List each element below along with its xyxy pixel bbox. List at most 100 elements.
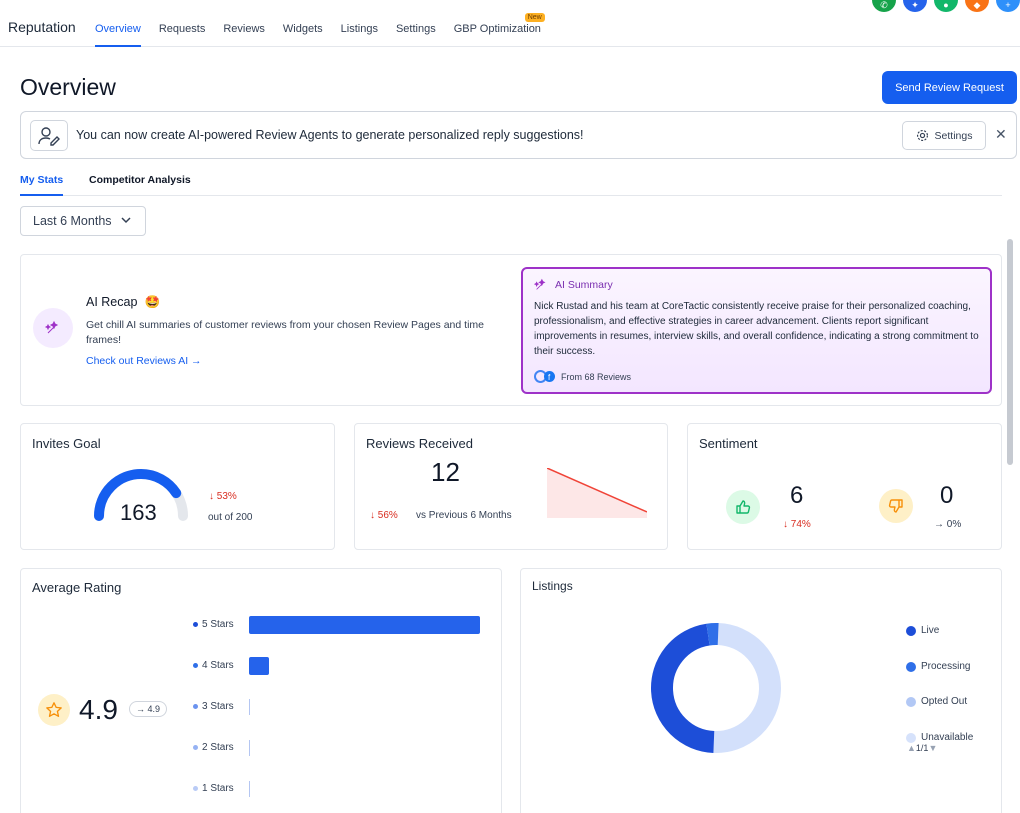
sentiment-negative-change: → 0%	[934, 519, 962, 530]
legend-dot	[906, 697, 916, 707]
reviews-received-comparison: vs Previous 6 Months	[416, 510, 512, 521]
tab-listings[interactable]: Listings	[340, 23, 378, 35]
legend-item[interactable]: Opted Out	[921, 696, 968, 707]
gear-icon	[916, 129, 928, 142]
sparkles-icon	[33, 308, 73, 348]
chat-icon[interactable]: ●	[934, 0, 958, 12]
gauge-fill	[94, 469, 188, 521]
reviews-received-value: 12	[431, 457, 460, 487]
rating-bar[interactable]	[249, 781, 250, 797]
ai-agents-banner: You can now create AI-powered Review Age…	[20, 111, 1017, 159]
tab-my-stats[interactable]: My Stats	[20, 174, 64, 196]
ai-recap-title: AI Recap 🤩	[86, 295, 160, 310]
legend-item[interactable]: Live	[921, 625, 940, 636]
sentiment-positive-value: 6	[790, 482, 804, 509]
rating-bar-label-text: 5 Stars	[202, 619, 234, 630]
donut-slice-live[interactable]	[651, 623, 715, 753]
ai-summary-panel: AI Summary Nick Rustad and his team at C…	[521, 267, 992, 394]
thumbs-up-icon	[726, 490, 760, 524]
sparkle-icon[interactable]: ✦	[903, 0, 927, 12]
ai-recap-title-text: AI Recap	[86, 295, 138, 309]
sentiment-card: Sentiment 6 ↓ 74% 0 → 0%	[687, 423, 1002, 550]
legend-dot	[906, 732, 916, 743]
ai-recap-card: AI Recap 🤩 Get chill AI summaries of cus…	[20, 254, 1002, 406]
send-review-request-button[interactable]: Send Review Request	[882, 71, 1017, 104]
tab-reviews[interactable]: Reviews	[223, 23, 265, 35]
rating-bar[interactable]	[249, 616, 481, 634]
ai-summary-source: From 68 Reviews	[561, 372, 632, 382]
pager-up-icon[interactable]: ▲	[907, 743, 916, 753]
tab-requests[interactable]: Requests	[158, 23, 206, 35]
ai-recap-description: Get chill AI summaries of customer revie…	[86, 319, 484, 346]
rating-bar-label: 2 Stars	[193, 742, 234, 753]
legend-item[interactable]: Unavailable	[921, 731, 974, 743]
megaphone-icon[interactable]: ◆	[965, 0, 989, 12]
rating-bar-dot	[193, 662, 198, 668]
rating-bar-label-text: 4 Stars	[202, 660, 234, 671]
rating-bar-dot	[193, 703, 198, 709]
invites-goal-value: 163	[120, 500, 157, 525]
date-range-value: Last 6 Months	[33, 214, 112, 228]
chevron-down-icon	[121, 217, 131, 224]
invites-goal-change: ↓ 53%	[209, 491, 237, 502]
invites-gauge	[94, 469, 188, 521]
sentiment-negative-value: 0	[940, 482, 954, 509]
legend-dot	[906, 626, 916, 636]
pager-value: 1/1	[915, 743, 929, 753]
ai-summary-title: AI Summary	[555, 279, 613, 291]
tab-widgets[interactable]: Widgets	[282, 23, 323, 35]
scrollbar[interactable]	[1005, 237, 1015, 813]
listings-card: Listings Live Processing Opted Out Unavaila…	[520, 568, 1002, 813]
stats-tabs: My Stats Competitor Analysis	[20, 170, 1002, 196]
scrollbar-thumb[interactable]	[1007, 239, 1013, 465]
rating-bar-label-text: 1 Stars	[202, 783, 234, 794]
page-title: Overview	[20, 74, 116, 100]
thumbs-down-icon	[879, 489, 913, 523]
plus-icon[interactable]: +	[996, 0, 1020, 12]
reviews-trend-sparkline	[547, 468, 647, 518]
star-icon	[38, 694, 70, 726]
sparkline-area	[547, 468, 647, 518]
nav-tabs: Overview Requests Reviews Widgets Listin…	[95, 0, 559, 47]
donut-slice-processing[interactable]	[706, 623, 719, 646]
star-struck-emoji: 🤩	[144, 295, 161, 309]
donut-slice-opted-out[interactable]	[713, 623, 781, 753]
reviews-received-title: Reviews Received	[366, 436, 473, 451]
close-banner-button[interactable]: ✕	[995, 126, 1007, 142]
top-navigation: Reputation Overview Requests Reviews Wid…	[0, 0, 1020, 47]
phone-icon[interactable]: ✆	[872, 0, 896, 12]
quick-actions: ✆ ✦ ● ◆ +	[865, 0, 1020, 12]
sentiment-title: Sentiment	[699, 436, 758, 451]
rating-bar-dot	[193, 744, 198, 750]
rating-bar[interactable]	[249, 740, 250, 756]
pager-down-icon[interactable]: ▼	[928, 743, 938, 753]
date-range-select[interactable]: Last 6 Months	[20, 206, 146, 236]
rating-bar-label: 3 Stars	[193, 701, 234, 712]
rating-bar[interactable]	[249, 699, 250, 715]
tab-overview[interactable]: Overview	[95, 0, 141, 47]
tab-settings[interactable]: Settings	[395, 23, 436, 35]
reviews-received-card: Reviews Received 12 ↓ 56% vs Previous 6 …	[354, 423, 668, 550]
average-rating-value: 4.9	[79, 694, 118, 725]
rating-bar[interactable]	[249, 657, 269, 675]
sparkles-icon	[534, 278, 546, 290]
tab-competitor-analysis[interactable]: Competitor Analysis	[89, 174, 191, 186]
invites-goal-title: Invites Goal	[32, 436, 101, 451]
user-edit-icon	[30, 120, 68, 151]
listings-legend: Live Processing Opted Out Unavailable	[906, 625, 982, 743]
legend-item[interactable]: Processing	[921, 660, 971, 672]
average-rating-title: Average Rating	[32, 580, 122, 595]
sentiment-positive-change: ↓ 74%	[783, 519, 811, 530]
legend-dot	[906, 661, 916, 672]
listings-donut-chart	[651, 623, 781, 753]
banner-settings-button[interactable]: Settings	[902, 121, 986, 150]
average-rating-card: Average Rating 4.9 → 4.9 5 Stars 4 Stars 3…	[20, 568, 502, 813]
legend-pager[interactable]: ▲1/1▼	[907, 743, 937, 753]
svg-text:f: f	[548, 373, 551, 382]
reviews-received-change: ↓ 56%	[370, 510, 398, 521]
banner-message: You can now create AI-powered Review Age…	[76, 128, 584, 142]
sparkline-line	[547, 468, 647, 513]
google-facebook-icon: f	[534, 370, 555, 383]
check-out-reviews-ai-link[interactable]: Check out Reviews AI →	[86, 355, 202, 367]
tab-gbp-optimization[interactable]: GBP Optimization New	[454, 0, 545, 47]
